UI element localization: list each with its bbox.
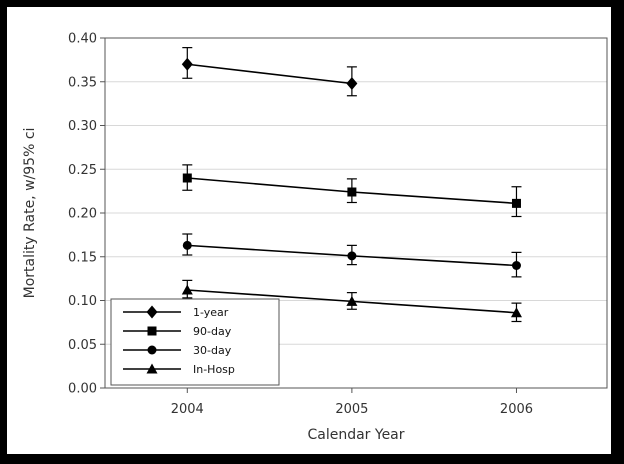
x-tick-label: 2006 [500, 402, 533, 417]
chart-frame: 0.00 0.05 0.10 0.15 0.20 0.25 0.30 0.35 0.40 200… [7, 7, 611, 454]
y-tick-label: 0.10 [68, 294, 97, 309]
legend-label: In-Hosp [193, 363, 235, 376]
legend-box [110, 298, 280, 386]
data-point [347, 251, 357, 261]
legend-marker [146, 305, 158, 319]
data-point [511, 198, 521, 208]
series-90-day [182, 164, 522, 218]
legend-item: In-Hosp [123, 363, 235, 376]
y-tick-label: 0.40 [68, 32, 97, 47]
series-line [187, 63, 352, 85]
legend-item: 90-day [123, 325, 232, 338]
y-tick-label: 0.15 [68, 250, 97, 265]
legend-marker [147, 326, 157, 336]
legend-label: 90-day [193, 325, 232, 338]
data-point [347, 187, 357, 197]
series-group [181, 47, 522, 323]
data-point [511, 261, 521, 270]
series-in-hosp [181, 279, 522, 323]
y-tick-label: 0.30 [68, 119, 97, 134]
y-tick-label: 0.20 [68, 207, 97, 222]
x-axis-title: Calendar Year [307, 427, 404, 443]
y-axis-title: Mortality Rate, w/95% ci [22, 128, 38, 299]
y-axis-ticks: 0.00 0.05 0.10 0.15 0.20 0.25 0.30 0.35 0.40 [68, 32, 105, 397]
data-point [182, 173, 192, 183]
legend-label: 1-year [193, 306, 229, 319]
data-point [182, 240, 192, 250]
data-point [346, 77, 358, 90]
series-1-year [181, 47, 358, 97]
legend-label: 30-day [193, 344, 232, 357]
data-point [181, 284, 193, 295]
data-point [181, 57, 193, 71]
y-tick-label: 0.35 [68, 75, 97, 90]
legend-item: 1-year [123, 305, 229, 319]
legend-marker [147, 345, 157, 355]
x-tick-label: 2004 [171, 402, 204, 417]
data-point [510, 307, 522, 318]
y-tick-label: 0.05 [68, 338, 97, 353]
series-30-day [182, 233, 522, 278]
legend: 1-year 90-day 30-day In-Hosp [110, 298, 280, 386]
legend-item: 30-day [123, 344, 232, 357]
data-point [346, 295, 358, 306]
mortality-chart: 0.00 0.05 0.10 0.15 0.20 0.25 0.30 0.35 0.40 200… [22, 32, 608, 443]
x-axis-ticks: 2004 2005 2006 [171, 388, 533, 417]
y-tick-label: 0.25 [68, 163, 97, 178]
x-tick-label: 2005 [335, 402, 368, 417]
y-tick-label: 0.00 [68, 382, 97, 397]
legend-marker [146, 363, 158, 374]
